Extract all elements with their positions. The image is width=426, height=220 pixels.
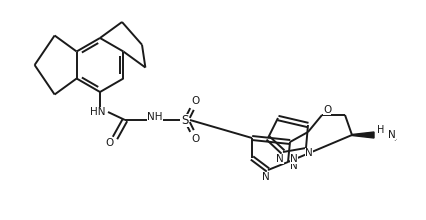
Text: N: N: [305, 148, 313, 158]
Text: N: N: [276, 154, 284, 164]
Text: O: O: [105, 138, 113, 148]
Text: H: H: [377, 125, 384, 135]
Text: O: O: [192, 134, 200, 144]
Text: N: N: [262, 172, 270, 182]
Text: S: S: [181, 114, 189, 126]
Text: N: N: [290, 161, 298, 171]
Text: NH: NH: [147, 112, 163, 122]
Text: O: O: [323, 105, 331, 115]
Text: HN: HN: [90, 107, 106, 117]
Text: N: N: [290, 154, 298, 164]
Text: O: O: [192, 96, 200, 106]
Polygon shape: [352, 132, 374, 138]
Text: N: N: [388, 130, 396, 140]
